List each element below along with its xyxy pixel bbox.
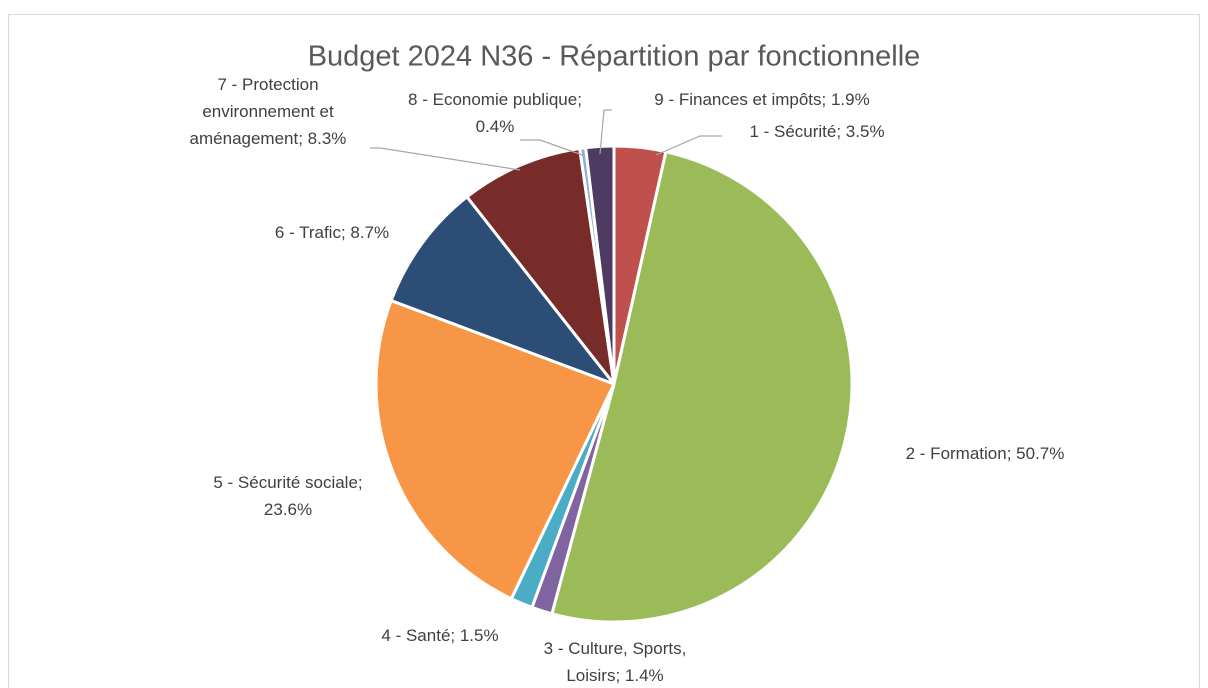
data-label: 1 - Sécurité; 3.5%	[749, 122, 884, 141]
chart-title: Budget 2024 N36 - Répartition par foncti…	[308, 41, 921, 73]
data-label-line: 8 - Economie publique;	[408, 90, 582, 109]
data-label-line: Loisirs; 1.4%	[566, 666, 663, 685]
data-label-line: 5 - Sécurité sociale;	[213, 473, 362, 492]
pie-slice	[465, 146, 616, 386]
leader-line	[599, 109, 612, 155]
pie-slice	[374, 299, 616, 601]
pie-slice	[550, 150, 854, 624]
data-label-line: environnement et	[202, 102, 334, 121]
data-label: 4 - Santé; 1.5%	[381, 626, 498, 645]
data-label: 8 - Economie publique; 0.4%	[408, 90, 582, 136]
data-label-line: 9 - Finances et impôts; 1.9%	[654, 90, 869, 109]
pie-slice	[389, 195, 616, 386]
leader-line	[655, 135, 722, 156]
data-label: 9 - Finances et impôts; 1.9%	[654, 90, 869, 109]
data-label: 6 - Trafic; 8.7%	[275, 223, 389, 242]
leader-line	[370, 147, 521, 171]
data-label-line: 0.4%	[476, 117, 515, 136]
data-label-line: 6 - Trafic; 8.7%	[275, 223, 389, 242]
data-label-line: 7 - Protection	[217, 75, 318, 94]
leader-line	[520, 139, 586, 157]
data-label-line: 23.6%	[264, 500, 312, 519]
data-label: 5 - Sécurité sociale; 23.6%	[213, 473, 362, 519]
data-label: 3 - Culture, Sports, Loisirs; 1.4%	[544, 639, 687, 685]
data-label-line: 4 - Santé; 1.5%	[381, 626, 498, 645]
data-label-line: 1 - Sécurité; 3.5%	[749, 122, 884, 141]
data-label: 2 - Formation; 50.7%	[906, 444, 1065, 463]
data-label-line: 3 - Culture, Sports,	[544, 639, 687, 658]
data-label-line: 2 - Formation; 50.7%	[906, 444, 1065, 463]
leader-lines	[370, 109, 722, 171]
data-label-line: aménagement; 8.3%	[190, 129, 347, 148]
data-label: 7 - Protection environnement et aménagemen…	[190, 75, 347, 148]
pie-slice	[584, 144, 616, 386]
